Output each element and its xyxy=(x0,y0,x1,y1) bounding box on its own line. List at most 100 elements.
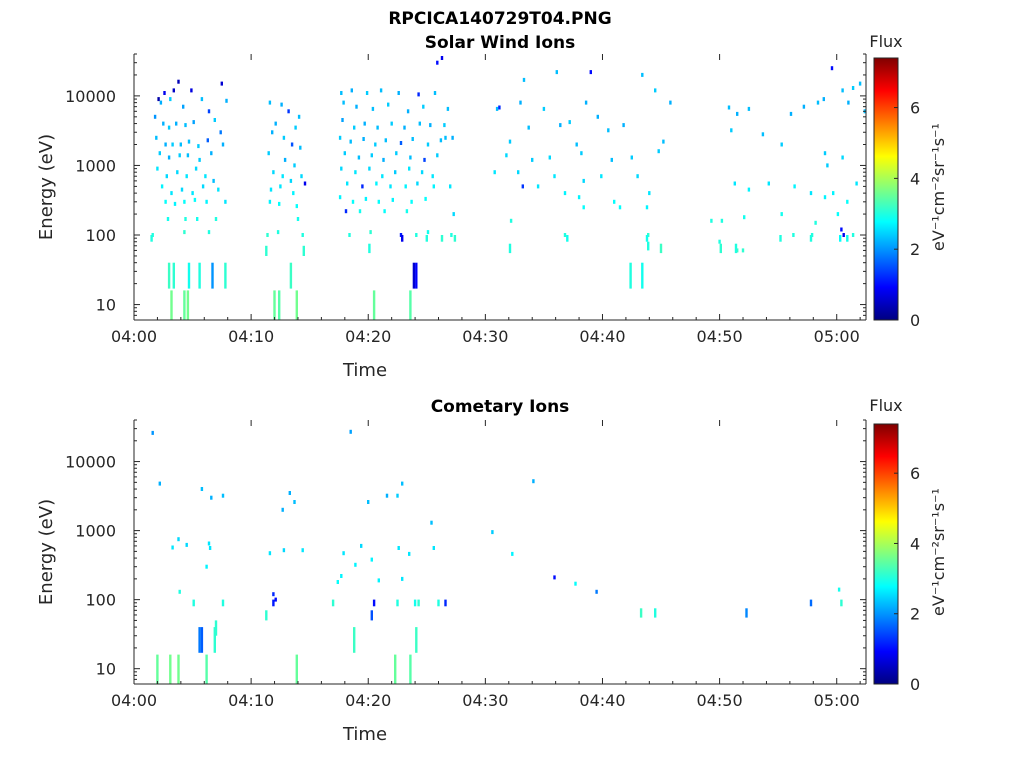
flux-point xyxy=(595,589,598,594)
flux-point xyxy=(363,121,366,126)
x-tick-label: 04:40 xyxy=(579,327,625,346)
flux-point xyxy=(200,487,204,491)
flux-point xyxy=(669,100,672,105)
flux-bar xyxy=(444,599,447,607)
flux-bar xyxy=(205,654,208,684)
flux-bar xyxy=(734,243,738,254)
flux-point xyxy=(498,105,501,110)
flux-bar xyxy=(745,608,748,618)
flux-point xyxy=(630,155,633,160)
flux-point xyxy=(176,170,179,175)
flux-point xyxy=(197,144,200,149)
flux-point xyxy=(390,121,393,126)
flux-point xyxy=(183,230,186,235)
flux-point xyxy=(377,578,380,583)
figure-title: RPCICA140729T04.PNG xyxy=(388,9,611,29)
flux-point xyxy=(349,139,352,144)
flux-bar xyxy=(295,654,298,684)
x-tick-label: 04:50 xyxy=(697,691,743,710)
flux-bar xyxy=(809,599,813,607)
flux-point xyxy=(179,142,182,147)
flux-point xyxy=(208,546,212,550)
flux-point xyxy=(718,239,721,244)
flux-point xyxy=(155,135,158,140)
flux-bar xyxy=(192,599,195,607)
flux-point xyxy=(426,230,430,235)
colorbar-tick-label: 4 xyxy=(910,534,920,553)
flux-point xyxy=(217,187,220,192)
flux-point xyxy=(450,233,453,237)
flux-point xyxy=(607,128,610,133)
flux-point xyxy=(364,196,368,201)
x-tick-label: 04:30 xyxy=(462,691,508,710)
flux-point xyxy=(267,151,270,156)
flux-bar xyxy=(372,599,376,607)
flux-point xyxy=(288,491,291,495)
flux-point xyxy=(280,102,283,107)
flux-point xyxy=(185,542,188,547)
colorbar-tick-label: 2 xyxy=(910,605,920,624)
flux-point xyxy=(641,72,644,77)
flux-bar xyxy=(177,654,180,684)
flux-point xyxy=(443,123,446,128)
flux-point xyxy=(493,170,496,175)
flux-point xyxy=(841,155,844,160)
flux-point xyxy=(823,195,827,200)
flux-bar xyxy=(370,610,373,621)
flux-point xyxy=(289,178,293,183)
flux-point xyxy=(433,91,437,95)
flux-point xyxy=(511,551,514,556)
flux-bar xyxy=(839,235,842,242)
x-tick-label: 05:00 xyxy=(814,691,860,710)
flux-point xyxy=(206,138,209,143)
flux-point xyxy=(432,546,435,550)
panel-title: Solar Wind Ions xyxy=(425,33,576,53)
flux-bar xyxy=(224,262,227,289)
flux-bar xyxy=(169,654,172,684)
x-tick-label: 04:10 xyxy=(228,327,274,346)
flux-bar xyxy=(221,599,225,607)
flux-point xyxy=(426,142,430,147)
flux-point xyxy=(379,88,383,93)
flux-point xyxy=(436,153,439,158)
flux-bar xyxy=(156,654,159,684)
x-axis-label: Time xyxy=(342,724,387,745)
flux-point xyxy=(338,195,342,200)
flux-point xyxy=(274,121,277,126)
flux-point xyxy=(348,233,351,237)
flux-point xyxy=(340,574,343,578)
flux-point xyxy=(290,142,294,147)
flux-point xyxy=(406,109,410,114)
flux-point xyxy=(508,139,512,144)
flux-point xyxy=(596,114,599,119)
flux-bar xyxy=(401,235,404,242)
flux-bar xyxy=(840,599,843,607)
flux-point xyxy=(156,166,159,171)
colorbar-tick-label: 0 xyxy=(910,675,920,694)
flux-point xyxy=(370,153,373,158)
panel-title: Cometary Ions xyxy=(431,397,570,417)
flux-point xyxy=(826,163,829,168)
flux-point xyxy=(802,104,806,109)
flux-bar xyxy=(641,262,644,289)
flux-point xyxy=(381,174,384,179)
flux-point xyxy=(383,209,386,214)
flux-point xyxy=(358,209,362,214)
flux-point xyxy=(563,233,567,237)
flux-point xyxy=(429,123,432,128)
flux-point xyxy=(841,88,844,93)
flux-point xyxy=(580,151,583,156)
flux-point xyxy=(452,212,455,217)
flux-bar xyxy=(647,241,650,251)
flux-point xyxy=(836,212,840,217)
flux-point xyxy=(451,135,454,140)
flux-point xyxy=(162,121,165,126)
flux-point xyxy=(424,196,427,201)
flux-bar xyxy=(415,627,418,653)
colorbar-gradient xyxy=(873,423,899,685)
colorbar-gradient xyxy=(873,57,899,321)
flux-point xyxy=(855,181,858,186)
flux-point xyxy=(268,199,272,204)
flux-point xyxy=(574,581,577,586)
flux-point xyxy=(816,100,820,105)
